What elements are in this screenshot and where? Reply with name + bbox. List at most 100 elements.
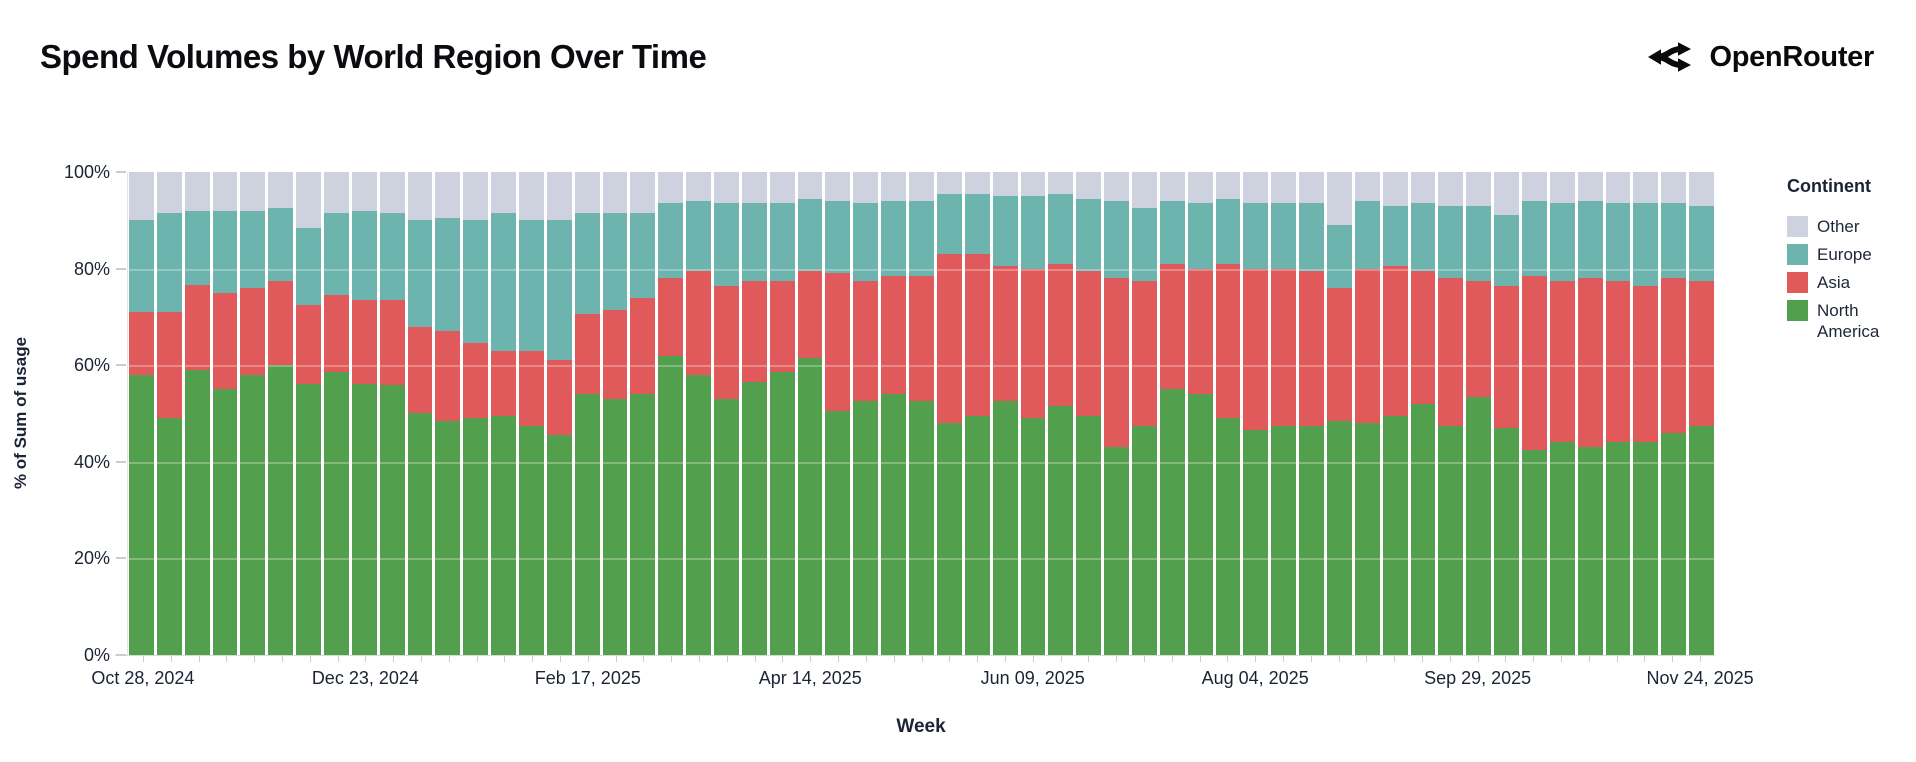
segment-asia[interactable] [825,273,851,412]
segment-asia[interactable] [1187,268,1213,395]
segment-other[interactable] [574,172,600,214]
segment-other[interactable] [686,172,712,201]
segment-north-america[interactable] [129,374,154,655]
segment-asia[interactable] [379,299,405,385]
bar-week-31[interactable] [964,172,990,655]
bar-week-32[interactable] [992,172,1018,655]
bar-week-57[interactable] [1689,172,1714,655]
bar-week-24[interactable] [769,172,795,655]
segment-other[interactable] [881,172,907,201]
segment-north-america[interactable] [435,420,461,655]
segment-asia[interactable] [351,299,377,385]
bar-week-11[interactable] [407,172,433,655]
segment-north-america[interactable] [1104,447,1129,655]
segment-europe[interactable] [741,203,767,281]
segment-asia[interactable] [1271,268,1297,426]
segment-europe[interactable] [630,213,656,298]
segment-asia[interactable] [1326,287,1352,421]
segment-other[interactable] [1438,172,1464,206]
segment-asia[interactable] [602,309,628,399]
bar-week-3[interactable] [184,172,210,655]
segment-asia[interactable] [1494,285,1519,428]
segment-north-america[interactable] [964,415,990,655]
segment-europe[interactable] [1354,200,1380,269]
segment-north-america[interactable] [184,370,210,655]
bar-week-14[interactable] [491,172,517,655]
segment-asia[interactable] [1661,278,1687,433]
segment-asia[interactable] [491,350,517,416]
segment-europe[interactable] [184,210,210,286]
segment-other[interactable] [1605,172,1631,204]
bar-week-27[interactable] [853,172,879,655]
bar-week-13[interactable] [463,172,489,655]
segment-europe[interactable] [1438,205,1464,279]
bar-week-22[interactable] [714,172,739,655]
segment-europe[interactable] [992,196,1018,267]
segment-europe[interactable] [686,200,712,271]
segment-other[interactable] [741,172,767,204]
segment-asia[interactable] [519,350,544,426]
bar-week-47[interactable] [1410,172,1436,655]
segment-north-america[interactable] [825,411,851,655]
bar-week-16[interactable] [546,172,572,655]
segment-north-america[interactable] [936,423,962,655]
bar-week-21[interactable] [686,172,712,655]
segment-north-america[interactable] [1661,432,1687,655]
segment-north-america[interactable] [1410,403,1436,655]
segment-asia[interactable] [853,280,879,402]
segment-north-america[interactable] [769,372,795,655]
segment-europe[interactable] [324,213,349,296]
bar-week-15[interactable] [519,172,544,655]
bar-week-49[interactable] [1466,172,1492,655]
segment-other[interactable] [658,172,684,204]
segment-asia[interactable] [1577,278,1603,448]
segment-europe[interactable] [1633,203,1659,286]
segment-other[interactable] [1299,172,1324,204]
segment-asia[interactable] [1605,280,1631,443]
segment-asia[interactable] [1299,271,1324,426]
segment-other[interactable] [1104,172,1129,201]
segment-north-america[interactable] [519,425,544,655]
segment-north-america[interactable] [1215,418,1241,655]
segment-north-america[interactable] [1605,442,1631,655]
bar-week-2[interactable] [156,172,182,655]
segment-europe[interactable] [156,213,182,313]
segment-europe[interactable] [1187,203,1213,269]
segment-other[interactable] [1466,172,1492,206]
segment-north-america[interactable] [1494,427,1519,655]
segment-europe[interactable] [212,210,238,293]
segment-asia[interactable] [1466,280,1492,397]
segment-europe[interactable] [1494,215,1519,286]
segment-other[interactable] [1187,172,1213,204]
segment-asia[interactable] [1020,268,1046,419]
legend-item-north-america[interactable]: North America [1787,300,1907,342]
bar-week-29[interactable] [909,172,934,655]
bar-week-8[interactable] [324,172,349,655]
segment-other[interactable] [1521,172,1547,201]
segment-north-america[interactable] [491,415,517,655]
segment-asia[interactable] [714,285,739,399]
segment-europe[interactable] [1605,203,1631,281]
segment-europe[interactable] [1382,205,1408,267]
bar-week-40[interactable] [1215,172,1241,655]
segment-asia[interactable] [1410,271,1436,404]
segment-europe[interactable] [1104,200,1129,279]
segment-europe[interactable] [769,203,795,281]
bar-week-45[interactable] [1354,172,1380,655]
segment-north-america[interactable] [574,394,600,655]
segment-asia[interactable] [1633,285,1659,443]
segment-north-america[interactable] [714,399,739,655]
segment-asia[interactable] [1159,263,1185,390]
segment-asia[interactable] [1076,271,1102,416]
bar-week-4[interactable] [212,172,238,655]
segment-other[interactable] [156,172,182,214]
segment-other[interactable] [296,172,322,228]
segment-north-america[interactable] [1382,415,1408,655]
segment-north-america[interactable] [379,384,405,655]
segment-europe[interactable] [1159,200,1185,264]
segment-north-america[interactable] [156,418,182,655]
bar-week-48[interactable] [1438,172,1464,655]
segment-other[interactable] [435,172,461,218]
segment-north-america[interactable] [463,418,489,655]
segment-asia[interactable] [630,297,656,395]
